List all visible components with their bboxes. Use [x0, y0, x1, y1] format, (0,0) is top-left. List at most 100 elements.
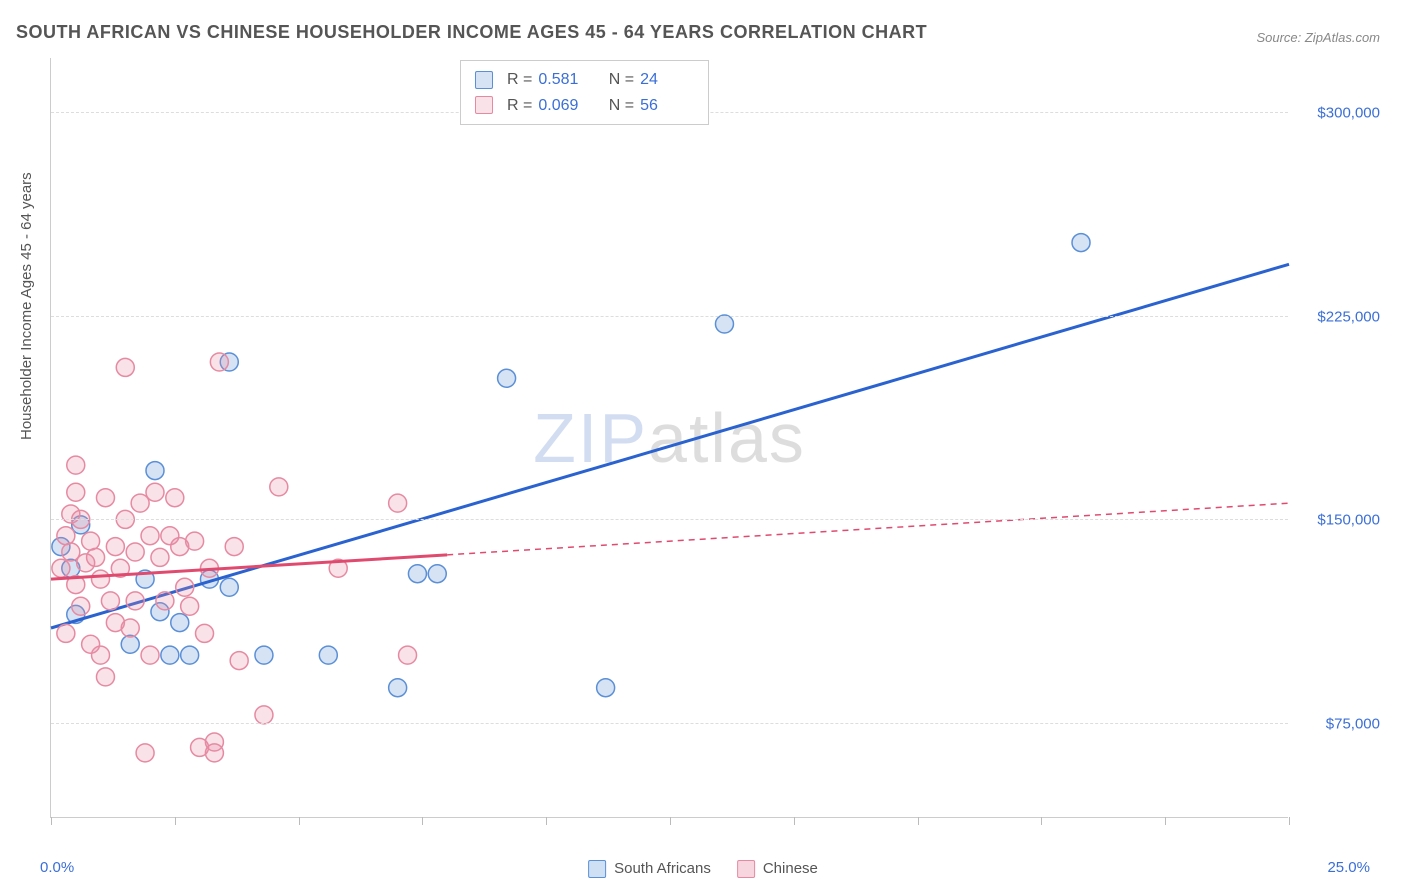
- legend-swatch: [475, 96, 493, 114]
- scatter-point: [181, 597, 199, 615]
- scatter-point: [225, 538, 243, 556]
- scatter-point: [319, 646, 337, 664]
- n-label: N =: [609, 93, 634, 119]
- scatter-point: [136, 744, 154, 762]
- scatter-point: [101, 592, 119, 610]
- scatter-point: [96, 668, 114, 686]
- scatter-point: [389, 494, 407, 512]
- scatter-point: [126, 543, 144, 561]
- x-tick: [918, 817, 919, 825]
- x-tick: [794, 817, 795, 825]
- legend-label: South Africans: [614, 860, 711, 877]
- scatter-point: [205, 733, 223, 751]
- scatter-point: [67, 456, 85, 474]
- x-tick: [175, 817, 176, 825]
- scatter-point: [176, 578, 194, 596]
- x-tick: [51, 817, 52, 825]
- scatter-point: [121, 619, 139, 637]
- x-tick: [422, 817, 423, 825]
- r-label: R =: [507, 93, 532, 119]
- correlation-row: R = 0.069 N = 56: [475, 93, 694, 119]
- trend-line: [51, 264, 1289, 628]
- n-value: 56: [640, 93, 694, 119]
- n-value: 24: [640, 67, 694, 93]
- scatter-point: [156, 592, 174, 610]
- scatter-point: [255, 646, 273, 664]
- chart-container: SOUTH AFRICAN VS CHINESE HOUSEHOLDER INC…: [0, 0, 1406, 892]
- scatter-point: [146, 483, 164, 501]
- x-axis-max-label: 25.0%: [1327, 859, 1370, 876]
- plot-area: ZIPatlas $75,000$150,000$225,000$300,000: [50, 58, 1288, 818]
- scatter-point: [389, 679, 407, 697]
- scatter-point: [146, 462, 164, 480]
- scatter-point: [196, 624, 214, 642]
- scatter-point: [220, 578, 238, 596]
- scatter-point: [715, 315, 733, 333]
- r-label: R =: [507, 67, 532, 93]
- legend-item: South Africans: [588, 860, 711, 878]
- scatter-point: [57, 527, 75, 545]
- scatter-point: [96, 489, 114, 507]
- scatter-point: [87, 548, 105, 566]
- scatter-point: [67, 483, 85, 501]
- y-tick-label: $300,000: [1300, 105, 1380, 122]
- scatter-point: [428, 565, 446, 583]
- y-tick-label: $75,000: [1300, 716, 1380, 733]
- gridline: $75,000: [51, 723, 1288, 724]
- scatter-point: [498, 369, 516, 387]
- correlation-row: R = 0.581 N = 24: [475, 67, 694, 93]
- chart-title: SOUTH AFRICAN VS CHINESE HOUSEHOLDER INC…: [16, 22, 927, 43]
- scatter-point: [181, 646, 199, 664]
- scatter-point: [1072, 234, 1090, 252]
- x-tick: [299, 817, 300, 825]
- scatter-point: [171, 614, 189, 632]
- scatter-point: [597, 679, 615, 697]
- scatter-point: [72, 597, 90, 615]
- y-tick-label: $150,000: [1300, 512, 1380, 529]
- y-axis-label: Householder Income Ages 45 - 64 years: [18, 172, 35, 440]
- n-label: N =: [609, 67, 634, 93]
- scatter-point: [186, 532, 204, 550]
- legend-swatch: [588, 860, 606, 878]
- trend-line: [51, 555, 447, 579]
- scatter-point: [161, 646, 179, 664]
- y-tick-label: $225,000: [1300, 308, 1380, 325]
- scatter-point: [141, 527, 159, 545]
- scatter-point: [151, 548, 169, 566]
- x-tick: [1165, 817, 1166, 825]
- r-value: 0.069: [538, 93, 592, 119]
- legend-label: Chinese: [763, 860, 818, 877]
- x-tick: [546, 817, 547, 825]
- trend-line-extrapolated: [447, 503, 1289, 555]
- legend-item: Chinese: [737, 860, 818, 878]
- scatter-point: [57, 624, 75, 642]
- scatter-point: [106, 538, 124, 556]
- source-label: Source: ZipAtlas.com: [1256, 30, 1380, 45]
- scatter-point: [255, 706, 273, 724]
- scatter-point: [399, 646, 417, 664]
- scatter-point: [210, 353, 228, 371]
- scatter-point: [166, 489, 184, 507]
- scatter-point: [92, 646, 110, 664]
- correlation-legend: R = 0.581 N = 24R = 0.069 N = 56: [460, 60, 709, 125]
- scatter-point: [408, 565, 426, 583]
- scatter-point: [82, 532, 100, 550]
- gridline: $225,000: [51, 316, 1288, 317]
- x-tick: [1041, 817, 1042, 825]
- legend-swatch: [475, 71, 493, 89]
- scatter-point: [92, 570, 110, 588]
- scatter-point: [116, 358, 134, 376]
- plot-svg: [51, 58, 1288, 817]
- gridline: $150,000: [51, 519, 1288, 520]
- legend-swatch: [737, 860, 755, 878]
- scatter-point: [121, 635, 139, 653]
- scatter-point: [141, 646, 159, 664]
- x-tick: [670, 817, 671, 825]
- x-axis-min-label: 0.0%: [40, 859, 74, 876]
- x-tick: [1289, 817, 1290, 825]
- scatter-point: [126, 592, 144, 610]
- scatter-point: [52, 559, 70, 577]
- bottom-legend: South Africans Chinese: [588, 860, 818, 878]
- scatter-point: [270, 478, 288, 496]
- r-value: 0.581: [538, 67, 592, 93]
